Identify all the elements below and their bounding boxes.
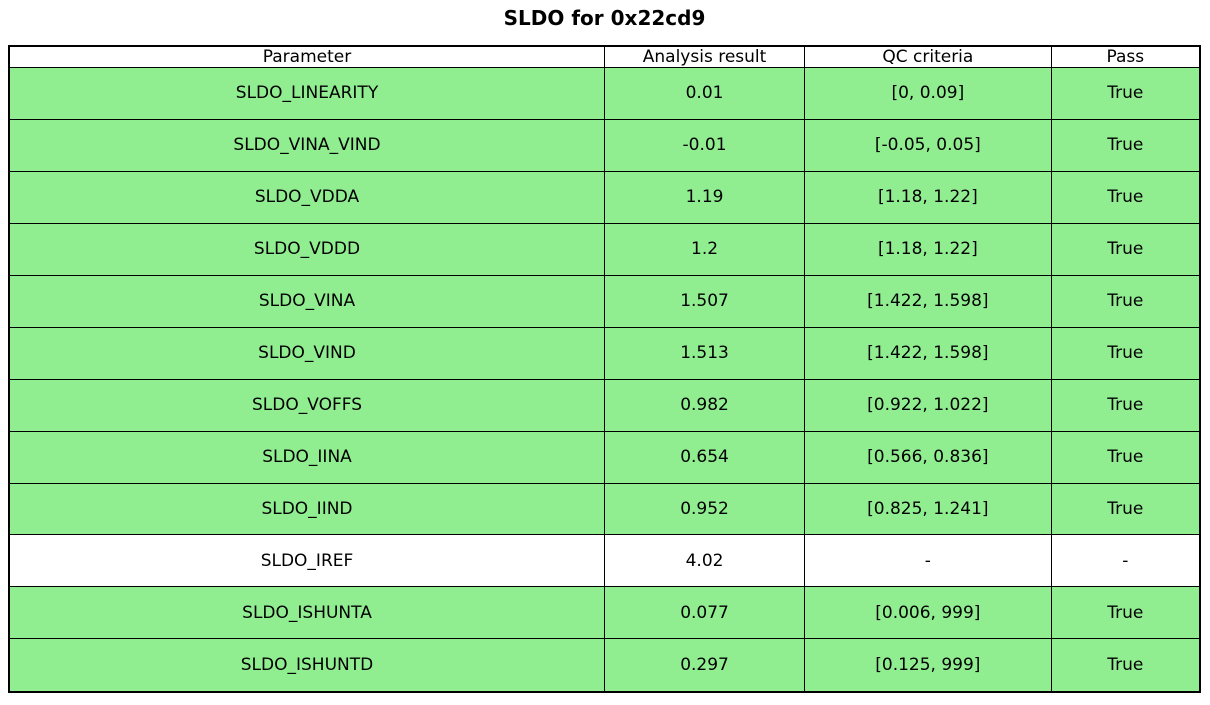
table-row: SLDO_VINA_VIND -0.01 [-0.05, 0.05] True — [8, 118, 1201, 172]
param-cell: SLDO_VINA_VIND — [8, 118, 605, 172]
criteria-cell: [-0.05, 0.05] — [804, 118, 1052, 172]
result-cell: 1.19 — [603, 170, 806, 224]
table-row: SLDO_VOFFS 0.982 [0.922, 1.022] True — [8, 378, 1201, 432]
table-header-row: Parameter Analysis result QC criteria Pa… — [8, 45, 1201, 68]
result-cell: 0.077 — [603, 586, 806, 640]
result-cell: 0.952 — [603, 482, 806, 536]
table-row: SLDO_IREF 4.02 - - — [8, 534, 1201, 588]
table-row: SLDO_IIND 0.952 [0.825, 1.241] True — [8, 482, 1201, 536]
result-cell: 0.01 — [603, 67, 806, 120]
col-header-pass: Pass — [1050, 45, 1201, 68]
pass-cell: True — [1050, 118, 1201, 172]
result-cell: -0.01 — [603, 118, 806, 172]
criteria-cell: [0.566, 0.836] — [804, 430, 1052, 484]
result-cell: 0.654 — [603, 430, 806, 484]
table-row: SLDO_LINEARITY 0.01 [0, 0.09] True — [8, 67, 1201, 120]
criteria-cell: [0.125, 999] — [804, 638, 1052, 693]
result-cell: 1.513 — [603, 326, 806, 380]
pass-cell: - — [1050, 534, 1201, 588]
pass-cell: True — [1050, 274, 1201, 328]
col-header-parameter: Parameter — [8, 45, 605, 68]
table-row: SLDO_VIND 1.513 [1.422, 1.598] True — [8, 326, 1201, 380]
pass-cell: True — [1050, 222, 1201, 276]
table-row: SLDO_VDDD 1.2 [1.18, 1.22] True — [8, 222, 1201, 276]
param-cell: SLDO_LINEARITY — [8, 67, 605, 120]
param-cell: SLDO_VDDD — [8, 222, 605, 276]
pass-cell: True — [1050, 586, 1201, 640]
col-header-analysis-result: Analysis result — [603, 45, 806, 68]
criteria-cell: [1.422, 1.598] — [804, 326, 1052, 380]
result-cell: 1.507 — [603, 274, 806, 328]
criteria-cell: [1.18, 1.22] — [804, 222, 1052, 276]
param-cell: SLDO_ISHUNTA — [8, 586, 605, 640]
pass-cell: True — [1050, 482, 1201, 536]
param-cell: SLDO_ISHUNTD — [8, 638, 605, 693]
result-cell: 1.2 — [603, 222, 806, 276]
pass-cell: True — [1050, 67, 1201, 120]
table-row: SLDO_ISHUNTD 0.297 [0.125, 999] True — [8, 638, 1201, 693]
result-cell: 0.297 — [603, 638, 806, 693]
pass-cell: True — [1050, 430, 1201, 484]
result-cell: 4.02 — [603, 534, 806, 588]
criteria-cell: [1.422, 1.598] — [804, 274, 1052, 328]
criteria-cell: - — [804, 534, 1052, 588]
param-cell: SLDO_VINA — [8, 274, 605, 328]
result-cell: 0.982 — [603, 378, 806, 432]
table-row: SLDO_VINA 1.507 [1.422, 1.598] True — [8, 274, 1201, 328]
qc-results-table: Parameter Analysis result QC criteria Pa… — [8, 45, 1201, 693]
criteria-cell: [1.18, 1.22] — [804, 170, 1052, 224]
param-cell: SLDO_IINA — [8, 430, 605, 484]
table-row: SLDO_VDDA 1.19 [1.18, 1.22] True — [8, 170, 1201, 224]
col-header-qc-criteria: QC criteria — [804, 45, 1052, 68]
param-cell: SLDO_VDDA — [8, 170, 605, 224]
page-title: SLDO for 0x22cd9 — [503, 6, 706, 30]
param-cell: SLDO_IREF — [8, 534, 605, 588]
pass-cell: True — [1050, 326, 1201, 380]
param-cell: SLDO_VOFFS — [8, 378, 605, 432]
table-row: SLDO_IINA 0.654 [0.566, 0.836] True — [8, 430, 1201, 484]
pass-cell: True — [1050, 378, 1201, 432]
param-cell: SLDO_VIND — [8, 326, 605, 380]
criteria-cell: [0, 0.09] — [804, 67, 1052, 120]
criteria-cell: [0.006, 999] — [804, 586, 1052, 640]
pass-cell: True — [1050, 170, 1201, 224]
param-cell: SLDO_IIND — [8, 482, 605, 536]
criteria-cell: [0.825, 1.241] — [804, 482, 1052, 536]
table-row: SLDO_ISHUNTA 0.077 [0.006, 999] True — [8, 586, 1201, 640]
pass-cell: True — [1050, 638, 1201, 693]
criteria-cell: [0.922, 1.022] — [804, 378, 1052, 432]
